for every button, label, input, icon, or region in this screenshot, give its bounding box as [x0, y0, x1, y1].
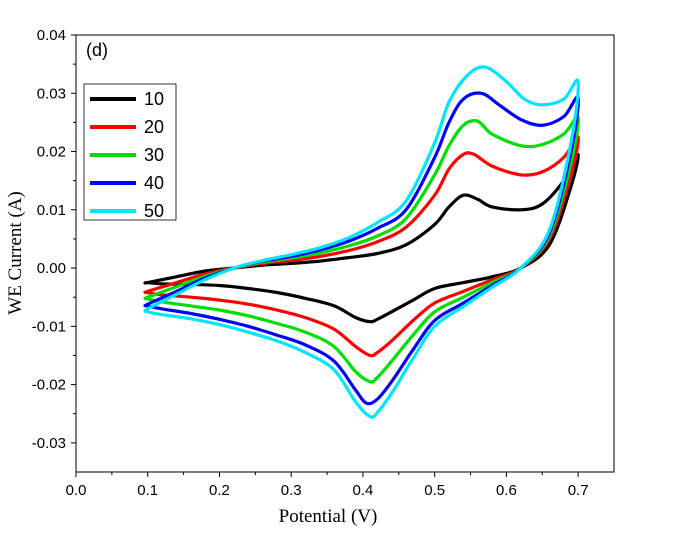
x-tick-label: 0.5: [424, 482, 445, 499]
x-tick-label: 0.4: [353, 482, 374, 499]
x-axis-title: Potential (V): [279, 506, 378, 527]
y-tick-label: 0.02: [37, 144, 66, 161]
legend: 10 20 30 40 50: [83, 83, 177, 221]
x-tick-label: 0.0: [66, 482, 87, 499]
series-line-20: [143, 135, 580, 358]
x-tick-label: 0.3: [281, 482, 302, 499]
series-line-40: [143, 91, 580, 406]
legend-box: [83, 83, 177, 221]
legend-label-40: 40: [144, 173, 164, 193]
curves-layer: [143, 65, 580, 419]
panel-label: (d): [86, 40, 108, 60]
ticks-layer: [71, 34, 579, 477]
y-tick-label: 0.00: [37, 260, 66, 277]
y-tick-label: -0.01: [32, 318, 66, 335]
x-tick-label: 0.2: [209, 482, 230, 499]
series-line-10: [143, 152, 580, 324]
y-tick-label: 0.04: [37, 27, 66, 44]
legend-label-10: 10: [144, 89, 164, 109]
y-tick-label: -0.03: [32, 435, 66, 452]
y-tick-label: 0.03: [37, 85, 66, 102]
plot-frame: [75, 34, 615, 473]
x-tick-label: 0.7: [568, 482, 589, 499]
tick-labels-layer: 0.0 0.1 0.2 0.3 0.4 0.5 0.6 0.7 -0.03 -0.02 -0.01 0…: [32, 27, 589, 499]
legend-label-20: 20: [144, 117, 164, 137]
series-line-50: [143, 65, 580, 419]
series-line-30: [143, 115, 580, 384]
x-tick-label: 0.1: [137, 482, 158, 499]
y-tick-label: 0.01: [37, 202, 66, 219]
legend-label-50: 50: [144, 201, 164, 221]
y-axis-title: WE Current (A): [5, 191, 26, 314]
y-tick-label: -0.02: [32, 377, 66, 394]
legend-label-30: 30: [144, 145, 164, 165]
x-tick-label: 0.6: [496, 482, 517, 499]
